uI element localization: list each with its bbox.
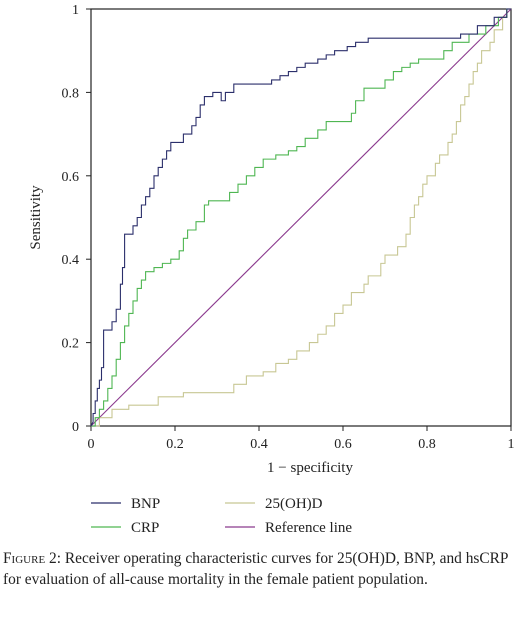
x-axis-title: 1 − specificity (267, 460, 353, 476)
series-line-bnp (90, 8, 511, 427)
series-lines (90, 8, 512, 427)
roc-chart: 0 0.2 0.4 0.6 0.8 1 0 0.2 0.4 0.6 0.8 1 1 − specific… (28, 3, 515, 536)
legend-label: Reference line (265, 520, 352, 536)
plot-frame (90, 8, 512, 427)
legend-label: CRP (131, 520, 159, 536)
legend: BNP CRP 25(OH)D Reference line (91, 496, 352, 536)
y-tick-label: 0.2 (62, 337, 80, 352)
legend-label: 25(OH)D (265, 496, 323, 512)
caption-text: Receiver operating characteristic curves… (3, 550, 508, 588)
series-line-25-oh-d (91, 8, 511, 427)
y-tick-label: 0.6 (62, 170, 80, 185)
y-tick-label: 1 (72, 3, 79, 18)
y-tick-label: 0.4 (62, 253, 80, 268)
axes: 0 0.2 0.4 0.6 0.8 1 0 0.2 0.4 0.6 0.8 1 1 − specific… (28, 3, 515, 476)
x-tick-label: 1 (508, 437, 515, 452)
x-tick-label: 0.2 (166, 437, 184, 452)
x-tick-label: 0.4 (250, 437, 268, 452)
figure-label: Figure 2: (3, 550, 61, 567)
y-tick-label: 0.8 (62, 86, 80, 101)
figure-caption: Figure 2: Receiver operating characteris… (3, 548, 529, 590)
y-tick-label: 0 (72, 420, 79, 435)
x-tick-label: 0.8 (418, 437, 436, 452)
series-line-crp (91, 8, 511, 427)
x-tick-label: 0.6 (334, 437, 352, 452)
x-tick-label: 0 (88, 437, 95, 452)
y-axis-title: Sensitivity (28, 185, 44, 250)
legend-label: BNP (131, 496, 160, 512)
series-line-reference-line (90, 8, 512, 427)
